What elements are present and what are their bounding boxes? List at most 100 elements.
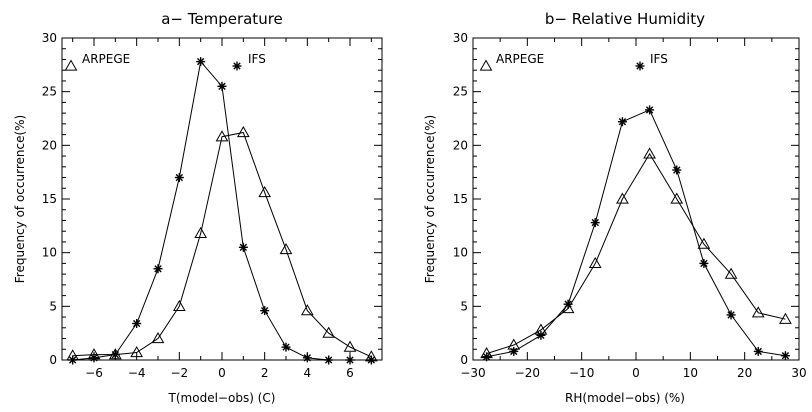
data-point-ifs	[753, 346, 763, 356]
x-tick-label: −4	[128, 366, 146, 380]
data-point-arpege	[588, 256, 602, 269]
data-point-ifs	[260, 306, 270, 316]
chart-title: a− Temperature	[161, 10, 283, 28]
data-point-arpege	[643, 147, 656, 159]
data-point-ifs	[345, 355, 355, 365]
y-tick-label: 25	[42, 85, 57, 99]
x-tick-label: −10	[569, 366, 594, 380]
data-point-arpege	[724, 267, 738, 279]
y-tick-label: 15	[453, 192, 468, 206]
y-tick-label: 5	[49, 299, 57, 313]
x-tick-label: 2	[261, 366, 269, 380]
y-tick-label: 0	[49, 353, 57, 367]
data-point-ifs	[302, 353, 312, 363]
data-point-ifs	[617, 117, 627, 127]
data-point-ifs	[536, 330, 546, 340]
y-axis-label: Frequency of occurrence(%)	[13, 115, 27, 283]
x-tick-label: −2	[170, 366, 188, 380]
series-lines	[72, 60, 372, 361]
series-line-arpege	[72, 131, 372, 358]
legend-label-arpege: ARPEGE	[82, 52, 130, 66]
data-point-ifs	[174, 173, 184, 183]
data-point-ifs	[68, 355, 78, 365]
data-point-arpege	[751, 306, 765, 318]
x-tick-label: −20	[515, 366, 540, 380]
x-tick-label: −30	[460, 366, 485, 380]
y-tick-label: 20	[42, 138, 57, 152]
data-point-ifs	[726, 310, 736, 320]
x-tick-label: 6	[346, 366, 354, 380]
legend: ARPEGE IFS	[64, 52, 266, 71]
legend: ARPEGE IFS	[479, 52, 668, 71]
x-tick-label: 10	[683, 366, 698, 380]
y-tick-label: 25	[453, 85, 468, 99]
chart-title: b− Relative Humidity	[545, 10, 705, 28]
legend-label-ifs: IFS	[650, 52, 668, 66]
data-point-ifs	[196, 57, 206, 67]
temperature-chart: a− Temperature T(model−obs) (C) Frequenc…	[13, 10, 383, 405]
data-point-ifs	[482, 352, 492, 362]
data-point-ifs	[281, 342, 291, 352]
data-point-ifs	[366, 355, 376, 365]
data-point-arpege	[300, 304, 314, 316]
x-axis-label: T(model−obs) (C)	[168, 391, 276, 405]
data-point-ifs	[563, 299, 573, 309]
data-point-ifs	[672, 165, 682, 175]
data-point-arpege	[697, 237, 711, 249]
legend-star-icon	[232, 61, 242, 71]
plot-frame	[472, 37, 800, 361]
legend-label-arpege: ARPEGE	[496, 52, 544, 66]
legend-label-ifs: IFS	[248, 52, 266, 66]
data-point-arpege	[779, 312, 792, 324]
x-tick-label: 0	[632, 366, 640, 380]
x-tick-label: 30	[791, 366, 806, 380]
data-point-arpege	[130, 345, 144, 358]
x-tick-label: 20	[737, 366, 752, 380]
y-tick-label: 5	[460, 299, 468, 313]
legend-triangle-icon	[64, 59, 78, 71]
data-point-arpege	[172, 299, 186, 311]
x-tick-label: 4	[304, 366, 312, 380]
data-point-arpege	[236, 125, 250, 138]
data-point-ifs	[780, 351, 790, 361]
data-point-arpege	[279, 242, 293, 255]
data-point-ifs	[153, 264, 163, 274]
data-point-ifs	[590, 218, 600, 228]
legend-triangle-icon	[479, 59, 493, 71]
y-tick-label: 20	[453, 138, 468, 152]
data-point-arpege	[616, 192, 629, 204]
data-point-arpege	[151, 332, 165, 344]
series-lines	[486, 109, 786, 358]
data-point-ifs	[324, 355, 334, 365]
y-tick-label: 30	[453, 31, 468, 45]
axis-ticks: −30 −20 −10 0 10 20 30 0 5 10 15 20 25 30	[453, 31, 807, 380]
x-tick-label: −6	[85, 366, 103, 380]
y-tick-label: 0	[460, 353, 468, 367]
legend-star-icon	[635, 61, 645, 71]
legend-marker-ifs	[232, 61, 242, 71]
series-line-ifs	[72, 60, 372, 361]
data-point-arpege	[194, 226, 208, 238]
data-point-ifs	[509, 346, 519, 356]
x-axis-label: RH(model−obs) (%)	[565, 391, 685, 405]
legend-marker-arpege	[64, 59, 78, 71]
legend-marker-ifs	[635, 61, 645, 71]
legend-marker-arpege	[479, 59, 493, 71]
data-point-arpege	[670, 192, 684, 204]
x-tick-label: 0	[218, 366, 226, 380]
data-point-ifs	[132, 319, 142, 329]
series-line-ifs	[486, 109, 786, 358]
y-tick-label: 15	[42, 192, 57, 206]
data-point-ifs	[89, 353, 99, 363]
series-markers	[66, 57, 378, 365]
y-tick-label: 10	[42, 246, 57, 260]
data-point-ifs	[110, 350, 120, 360]
data-point-ifs	[645, 105, 655, 115]
axis-ticks: −6 −4 −2 0 2 4 6 0 5 10 15 20 25 30	[42, 31, 382, 380]
data-point-arpege	[215, 130, 229, 142]
data-point-arpege	[322, 326, 336, 338]
data-point-ifs	[238, 242, 248, 252]
relative-humidity-chart: b− Relative Humidity RH(model−obs) (%) F…	[423, 10, 807, 405]
y-tick-label: 30	[42, 31, 57, 45]
